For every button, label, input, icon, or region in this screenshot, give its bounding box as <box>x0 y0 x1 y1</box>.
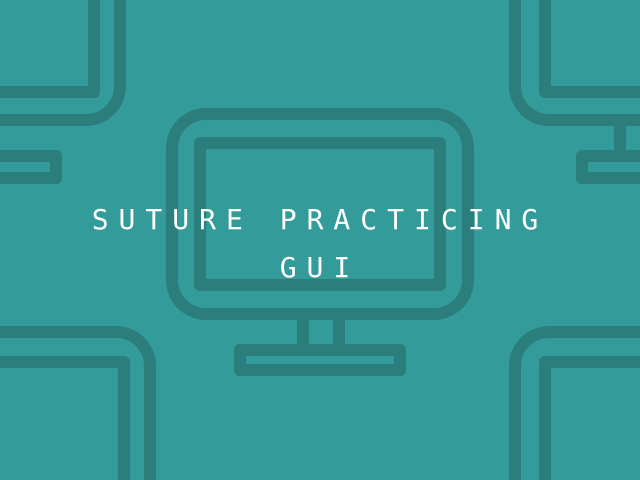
monitor-icon <box>509 0 640 184</box>
monitor-icon <box>166 108 474 376</box>
monitor-icon <box>0 326 156 480</box>
monitor-icon <box>509 326 640 480</box>
monitor-icon <box>0 0 126 184</box>
title-line-1: SUTURE PRACTICING <box>91 203 549 236</box>
page-title: SUTURE PRACTICING GUI <box>0 196 640 292</box>
title-line-2: GUI <box>279 251 361 284</box>
